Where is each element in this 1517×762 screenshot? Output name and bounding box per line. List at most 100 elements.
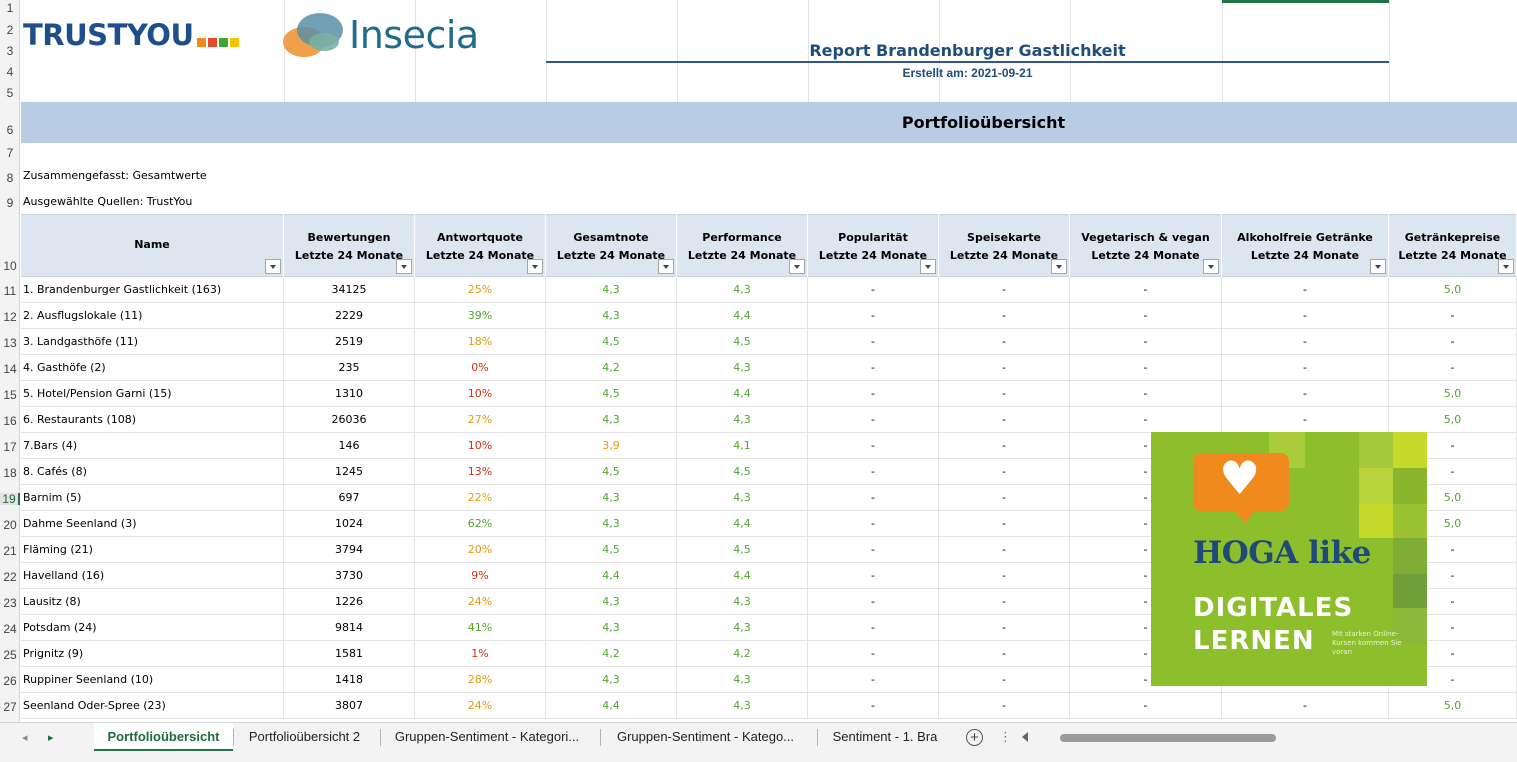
cell-ges[interactable]: 4,3 [546,667,677,693]
row-number[interactable]: 4 [6,65,14,79]
filter-dropdown-icon[interactable] [527,259,543,274]
row-number[interactable]: 22 [3,570,17,584]
cell-name[interactable]: 4. Gasthöfe (2) [21,355,284,381]
cell-ant[interactable]: 22% [415,485,546,511]
cell-perf[interactable]: 4,3 [677,277,808,303]
cell-bew[interactable]: 9814 [284,615,415,641]
cell-spk[interactable]: - [939,511,1070,537]
cell-ant[interactable]: 28% [415,667,546,693]
cell-bew[interactable]: 34125 [284,277,415,303]
cell-spk[interactable]: - [939,355,1070,381]
cell-pop[interactable]: - [808,589,939,615]
sheet-tab[interactable]: Gruppen-Sentiment - Kategori... [394,729,580,744]
cell-ant[interactable]: 13% [415,459,546,485]
cell-bew[interactable]: 2229 [284,303,415,329]
filter-dropdown-icon[interactable] [265,259,281,274]
cell-perf[interactable]: 4,3 [677,589,808,615]
cell-name[interactable]: 5. Hotel/Pension Garni (15) [21,381,284,407]
hoga-like-ad-image[interactable]: ♥ HOGA like DIGITALES LERNEN Mit starken… [1151,432,1427,686]
row-number[interactable]: 26 [3,674,17,688]
cell-perf[interactable]: 4,3 [677,615,808,641]
row-number[interactable]: 14 [3,362,17,376]
cell-bew[interactable]: 697 [284,485,415,511]
filter-dropdown-icon[interactable] [1051,259,1067,274]
cell-spk[interactable]: - [939,433,1070,459]
tab-scroll-right-icon[interactable]: ▸ [48,732,54,744]
cell-ges[interactable]: 4,5 [546,329,677,355]
row-number[interactable]: 3 [6,44,14,58]
cell-alk[interactable]: - [1222,407,1389,433]
cell-perf[interactable]: 4,5 [677,329,808,355]
cell-bew[interactable]: 1310 [284,381,415,407]
cell-gp[interactable]: - [1389,329,1517,355]
sheet-tab[interactable]: Portfolioübersicht [94,723,233,751]
cell-ges[interactable]: 4,5 [546,459,677,485]
cell-name[interactable]: 7.Bars (4) [21,433,284,459]
cell-ges[interactable]: 4,3 [546,511,677,537]
cell-spk[interactable]: - [939,641,1070,667]
cell-ant[interactable]: 0% [415,355,546,381]
cell-ges[interactable]: 4,4 [546,563,677,589]
cell-perf[interactable]: 4,1 [677,433,808,459]
filter-dropdown-icon[interactable] [1498,259,1514,274]
filter-dropdown-icon[interactable] [1370,259,1386,274]
cell-ant[interactable]: 24% [415,693,546,719]
row-number[interactable]: 5 [6,86,14,100]
row-number[interactable]: 9 [6,196,14,210]
cell-pop[interactable]: - [808,485,939,511]
row-number[interactable]: 12 [3,310,17,324]
cell-ant[interactable]: 24% [415,589,546,615]
cell-spk[interactable]: - [939,589,1070,615]
cell-veg[interactable]: - [1070,329,1222,355]
cell-perf[interactable]: 4,3 [677,355,808,381]
cell-ant[interactable]: 41% [415,615,546,641]
cell-name[interactable]: 1. Brandenburger Gastlichkeit (163) [21,277,284,303]
cell-perf[interactable]: 4,4 [677,563,808,589]
cell-pop[interactable]: - [808,667,939,693]
cell-ges[interactable]: 4,3 [546,277,677,303]
cell-veg[interactable]: - [1070,303,1222,329]
cell-bew[interactable]: 3794 [284,537,415,563]
cell-ant[interactable]: 9% [415,563,546,589]
row-number[interactable]: 16 [3,414,17,428]
cell-pop[interactable]: - [808,615,939,641]
cell-veg[interactable]: - [1070,355,1222,381]
cell-spk[interactable]: - [939,693,1070,719]
cell-veg[interactable]: - [1070,277,1222,303]
row-number[interactable]: 27 [3,700,17,714]
cell-pop[interactable]: - [808,641,939,667]
cell-spk[interactable]: - [939,329,1070,355]
cell-pop[interactable]: - [808,277,939,303]
cell-bew[interactable]: 26036 [284,407,415,433]
cell-name[interactable]: Lausitz (8) [21,589,284,615]
cell-pop[interactable]: - [808,355,939,381]
cell-veg[interactable]: - [1070,407,1222,433]
cell-gp[interactable]: 5,0 [1389,381,1517,407]
cell-ges[interactable]: 4,2 [546,355,677,381]
cell-pop[interactable]: - [808,563,939,589]
cell-pop[interactable]: - [808,407,939,433]
cell-perf[interactable]: 4,3 [677,693,808,719]
cell-perf[interactable]: 4,3 [677,485,808,511]
cell-ges[interactable]: 4,3 [546,407,677,433]
row-number[interactable]: 8 [6,171,14,185]
cell-bew[interactable]: 1024 [284,511,415,537]
filter-dropdown-icon[interactable] [1203,259,1219,274]
cell-perf[interactable]: 4,3 [677,667,808,693]
cell-ant[interactable]: 20% [415,537,546,563]
cell-spk[interactable]: - [939,407,1070,433]
cell-name[interactable]: Ruppiner Seenland (10) [21,667,284,693]
cell-ges[interactable]: 4,5 [546,537,677,563]
row-number[interactable]: 13 [3,336,17,350]
cell-spk[interactable]: - [939,563,1070,589]
cell-ant[interactable]: 1% [415,641,546,667]
cell-bew[interactable]: 1245 [284,459,415,485]
row-number[interactable]: 10 [3,259,17,273]
cell-perf[interactable]: 4,3 [677,407,808,433]
cell-name[interactable]: 8. Cafés (8) [21,459,284,485]
cell-bew[interactable]: 146 [284,433,415,459]
cell-alk[interactable]: - [1222,693,1389,719]
cell-alk[interactable]: - [1222,355,1389,381]
cell-veg[interactable]: - [1070,693,1222,719]
cell-ant[interactable]: 18% [415,329,546,355]
